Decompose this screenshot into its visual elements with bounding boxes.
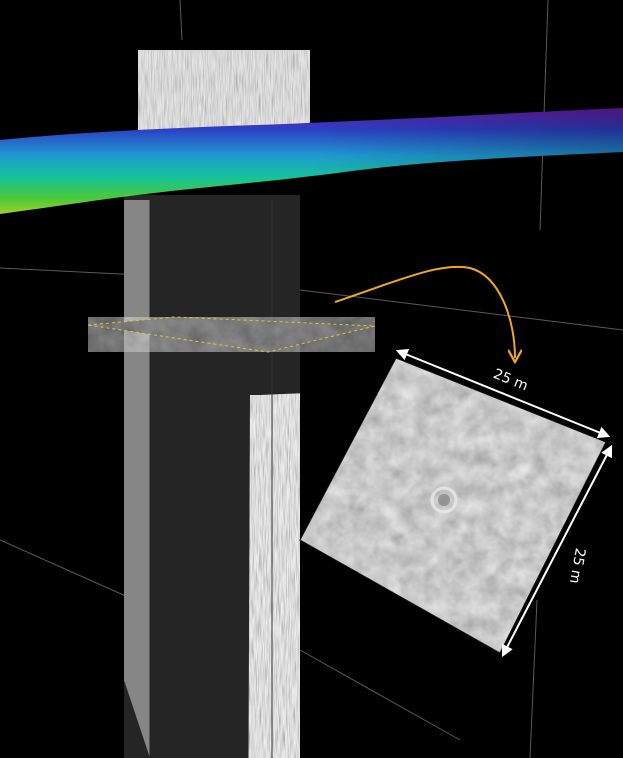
- gpr-horizon-surface: [0, 108, 623, 214]
- dimension-right: 25 m: [501, 444, 613, 658]
- gpr-time-slice: [87, 316, 376, 353]
- gpr-radargram-vertical-section: [124, 195, 300, 758]
- dimension-right-label: 25 m: [566, 547, 588, 585]
- arrow-to-zoom: [334, 265, 515, 358]
- zoomed-time-slice: [299, 357, 607, 654]
